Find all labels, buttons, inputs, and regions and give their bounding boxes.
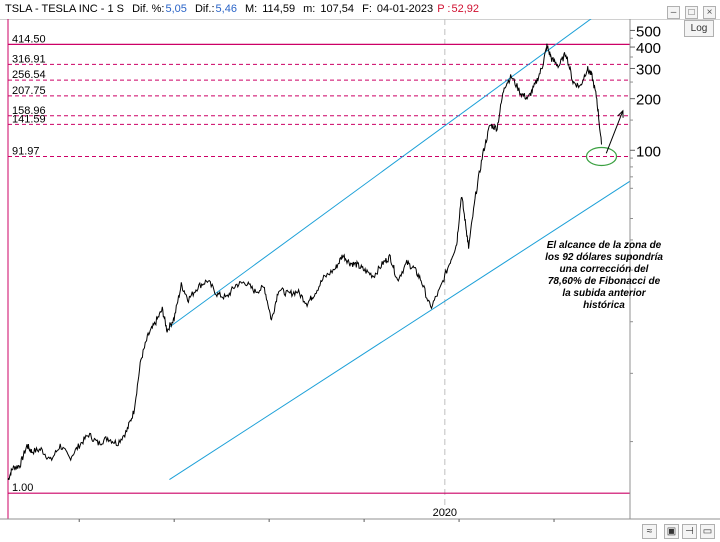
annotation-line: El alcance de la zona de: [546, 240, 662, 251]
fib-level-label: 158.96: [12, 105, 46, 117]
annotation-line: una corrección del: [559, 264, 649, 275]
target-arrow-head: [617, 109, 624, 118]
p-value: 52,92: [451, 3, 480, 15]
maximize-button[interactable]: □: [685, 6, 698, 19]
min-value: 107,54: [320, 3, 355, 15]
bottom-toolbar: ≈ ▣ ⊣ ▭: [636, 522, 720, 542]
min-label: m:: [303, 3, 316, 15]
marker-label: 2020: [433, 507, 457, 519]
axes-layer: 500400300200100201220142016201820202022: [0, 19, 720, 522]
price-series-line: [7, 43, 602, 481]
dif-pct-label: Dif. %:: [132, 3, 165, 15]
fib-level-label: 316.91: [12, 53, 46, 65]
dif-label: Dif.:: [194, 3, 215, 15]
date-label: F:: [362, 3, 372, 15]
annotation-line: 78,60% de Fibonacci de: [547, 276, 661, 287]
channel-line: [169, 19, 592, 328]
target-layer: [585, 109, 624, 167]
channel-line: [169, 180, 631, 481]
symbol-title: TSLA - TESLA INC - 1 S: [5, 3, 125, 15]
chart-header: TSLA - TESLA INC - 1 S Dif. %:5,05 Dif.:…: [0, 0, 720, 20]
log-scale-button[interactable]: Log: [684, 20, 714, 37]
price-tick-label: 500: [636, 23, 661, 40]
price-tick-label: 300: [636, 61, 661, 78]
series-layer: [7, 43, 602, 481]
minimize-button[interactable]: –: [667, 6, 680, 19]
annotation-text: El alcance de la zona de los 92 dólares …: [532, 240, 676, 312]
price-chart[interactable]: 2020 414.50 316.91 256.54 207.75 158.96141.5…: [0, 19, 720, 522]
dif-value: 5,46: [215, 3, 237, 15]
window-controls: – □ ×: [662, 3, 716, 19]
channel-layer: [169, 19, 631, 481]
date-value: 04-01-2023: [376, 3, 434, 15]
annotation-line: histórica: [583, 300, 625, 311]
annotation-line: la subida anterior: [562, 288, 646, 299]
close-button[interactable]: ×: [703, 6, 716, 19]
fib-level-label: 141.59: [12, 113, 46, 125]
fib-level-label: 207.75: [12, 85, 46, 97]
fib-level-label: 1.00: [12, 482, 33, 494]
fib-level-label: 91.97: [12, 146, 40, 158]
fib-level-label: 414.50: [12, 33, 46, 45]
expand-icon[interactable]: ▭: [700, 524, 715, 539]
price-tick-label: 200: [636, 92, 661, 109]
target-arrow: [605, 110, 624, 154]
max-value: 114,59: [262, 3, 296, 15]
p-label: P :: [437, 3, 451, 15]
grid-layer: 2020: [7, 19, 457, 519]
target-ellipse: [585, 146, 618, 167]
price-tick-label: 400: [636, 40, 661, 57]
price-tick-label: 100: [636, 143, 661, 160]
save-icon[interactable]: ▣: [664, 524, 679, 539]
pin-icon[interactable]: ⊣: [682, 524, 697, 539]
max-label: M:: [245, 3, 258, 15]
fib-level-label: 256.54: [12, 69, 46, 81]
wave-icon[interactable]: ≈: [642, 524, 657, 539]
dif-pct-value: 5,05: [165, 3, 187, 15]
annotation-line: los 92 dólares supondría: [545, 252, 663, 263]
